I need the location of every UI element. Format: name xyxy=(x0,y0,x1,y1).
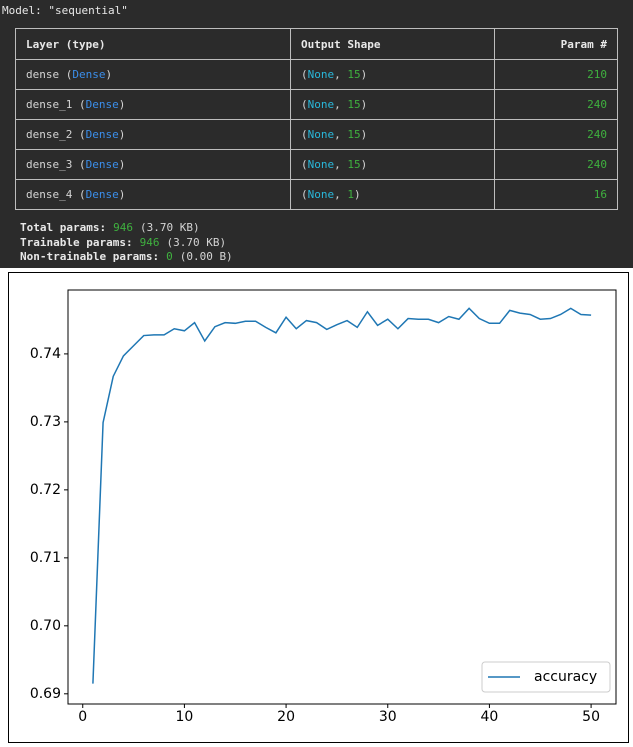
syntax-token: None xyxy=(307,158,335,171)
x-tick-label: 20 xyxy=(277,709,295,725)
x-tick-label: 0 xyxy=(78,709,87,725)
total-value: 946 xyxy=(113,221,133,234)
syntax-token: 15 xyxy=(347,158,361,171)
x-tick-label: 10 xyxy=(175,709,193,725)
total-value: 946 xyxy=(139,235,160,249)
header-cell: Output Shape xyxy=(290,28,495,60)
shape-cell: (None, 1) xyxy=(290,179,495,210)
table-row: dense_3 (Dense) (None, 15) 240 xyxy=(15,149,618,180)
legend-label: accuracy xyxy=(534,669,597,685)
layer-cell: dense_3 (Dense) xyxy=(15,149,291,180)
total-line: Trainable params: 946 (3.70 KB) xyxy=(20,236,233,251)
y-tick-label: 0.69 xyxy=(30,686,61,702)
total-label: Total params: xyxy=(20,221,107,234)
param-cell: 240 xyxy=(494,119,618,150)
shape-cell: (None, 15) xyxy=(290,149,495,180)
syntax-token: Dense xyxy=(72,68,106,81)
table-row: dense (Dense) (None, 15) 210 xyxy=(15,59,618,90)
y-tick-label: 0.70 xyxy=(30,618,61,634)
layer-cell: dense_1 (Dense) xyxy=(15,89,291,120)
x-tick-label: 30 xyxy=(379,709,397,725)
model-summary: Model: "sequential" Layer (type) Output … xyxy=(0,0,633,268)
table-row: dense_1 (Dense) (None, 15) 240 xyxy=(15,89,618,120)
param-cell: 240 xyxy=(494,149,618,180)
total-size: (3.70 KB) xyxy=(166,235,227,249)
summary-title: Model: "sequential" xyxy=(2,4,128,17)
syntax-token: 15 xyxy=(347,98,361,111)
total-label: Non-trainable params: xyxy=(20,250,160,263)
syntax-token: None xyxy=(307,188,335,201)
syntax-token: Dense xyxy=(85,128,119,141)
param-cell: 210 xyxy=(494,59,618,90)
syntax-token: None xyxy=(307,68,335,81)
table-row: dense_4 (Dense) (None, 1) 16 xyxy=(15,179,618,210)
layer-cell: dense (Dense) xyxy=(15,59,291,90)
y-tick-label: 0.72 xyxy=(30,482,61,498)
syntax-token: None xyxy=(307,98,335,111)
layer-cell: dense_2 (Dense) xyxy=(15,119,291,150)
shape-cell: (None, 15) xyxy=(290,119,495,150)
shape-cell: (None, 15) xyxy=(290,59,495,90)
syntax-token: 15 xyxy=(347,68,361,81)
shape-cell: (None, 15) xyxy=(290,89,495,120)
syntax-token: Dense xyxy=(85,188,119,201)
header-cell: Param # xyxy=(494,28,618,60)
y-tick-label: 0.71 xyxy=(30,550,61,566)
header-row: Layer (type) Output Shape Param # xyxy=(15,28,618,60)
syntax-token: Dense xyxy=(85,98,119,111)
total-line: Total params: 946 (3.70 KB) xyxy=(20,221,233,236)
summary-table: Layer (type) Output Shape Param # dense … xyxy=(15,28,618,210)
total-value: 0 xyxy=(166,250,173,263)
total-line: Non-trainable params: 0 (0.00 B) xyxy=(20,250,233,265)
y-tick-label: 0.74 xyxy=(30,346,61,362)
totals: Total params: 946 (3.70 KB) Trainable param… xyxy=(20,221,233,265)
total-size: (3.70 KB) xyxy=(139,221,200,234)
syntax-token: Dense xyxy=(85,158,119,171)
syntax-token: None xyxy=(307,128,335,141)
syntax-token: 1 xyxy=(347,188,354,201)
total-size: (0.00 B) xyxy=(179,250,233,263)
x-tick-label: 40 xyxy=(481,709,499,725)
chart: 0 10 20 30 40 50 0.69 0.70 0.71 0.72 0.73 0.74 accur… xyxy=(8,272,629,743)
layer-cell: dense_4 (Dense) xyxy=(15,179,291,210)
x-tick-label: 50 xyxy=(582,709,600,725)
y-tick-label: 0.73 xyxy=(30,414,61,430)
table-row: dense_2 (Dense) (None, 15) 240 xyxy=(15,119,618,150)
total-label: Trainable params: xyxy=(20,235,133,249)
data-line xyxy=(92,307,592,684)
plot-area xyxy=(67,289,617,705)
syntax-token: 15 xyxy=(347,128,361,141)
param-cell: 240 xyxy=(494,89,618,120)
param-cell: 16 xyxy=(494,179,618,210)
header-cell: Layer (type) xyxy=(15,28,291,60)
legend-box xyxy=(481,661,611,693)
